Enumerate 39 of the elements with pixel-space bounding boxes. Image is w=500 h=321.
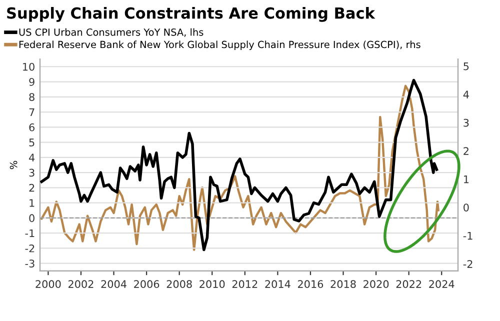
y-tick-label: 9 [29,78,34,86]
y2-tick-label: -1 [463,232,472,240]
y-tick-label: 6 [29,123,34,132]
chart-title: Supply Chain Constraints Are Coming Back [7,6,376,22]
legend-label: US CPI Urban Consumers YoY NSA, lhs [19,28,204,37]
y-tick-label: 1 [30,199,34,207]
y-tick-label: -3 [25,260,34,268]
y-tick-label: 2 [29,184,34,192]
x-tick-label: 2016 [298,280,324,288]
y-tick-label: 10 [23,62,34,71]
y2-tick-label: 0 [464,204,469,212]
x-tick-label: 2018 [330,280,356,288]
x-tick-label: 2006 [134,280,160,288]
y-tick-label: 7 [29,108,34,116]
x-tick-label: 2020 [364,280,389,288]
y-tick-label: -1 [25,229,34,238]
y-tick-label: 5 [29,138,34,146]
y-tick-label: -2 [25,244,34,252]
y-tick-label: 3 [29,168,34,177]
y2-tick-label: 4 [463,90,469,98]
x-tick-label: 2014 [265,280,290,288]
y2-tick-label: -2 [463,260,472,268]
y2-tick-label: 1 [464,175,469,184]
y-axis-title: % [10,160,18,170]
x-tick-label: 2008 [166,280,192,288]
y-tick-label: 4 [29,154,35,162]
y2-tick-label: 3 [464,118,469,127]
legend-label: Federal Reserve Bank of New York Global Supply Chain Pressure Index (GSCPI), rhs [19,40,420,50]
y-tick-label: 8 [29,93,34,101]
x-tick-label: 2012 [232,280,258,288]
y2-tick-label: 2 [464,147,468,155]
y-tick-label: 0 [29,214,34,222]
x-tick-label: 2004 [101,280,126,288]
y2-tick-label: 5 [464,62,469,70]
x-tick-label: 2010 [200,280,225,288]
x-tick-label: 2022 [396,280,422,288]
x-tick-label: 2002 [68,280,94,288]
x-tick-label: 2000 [36,280,61,288]
x-tick-label: 2024 [429,280,454,288]
